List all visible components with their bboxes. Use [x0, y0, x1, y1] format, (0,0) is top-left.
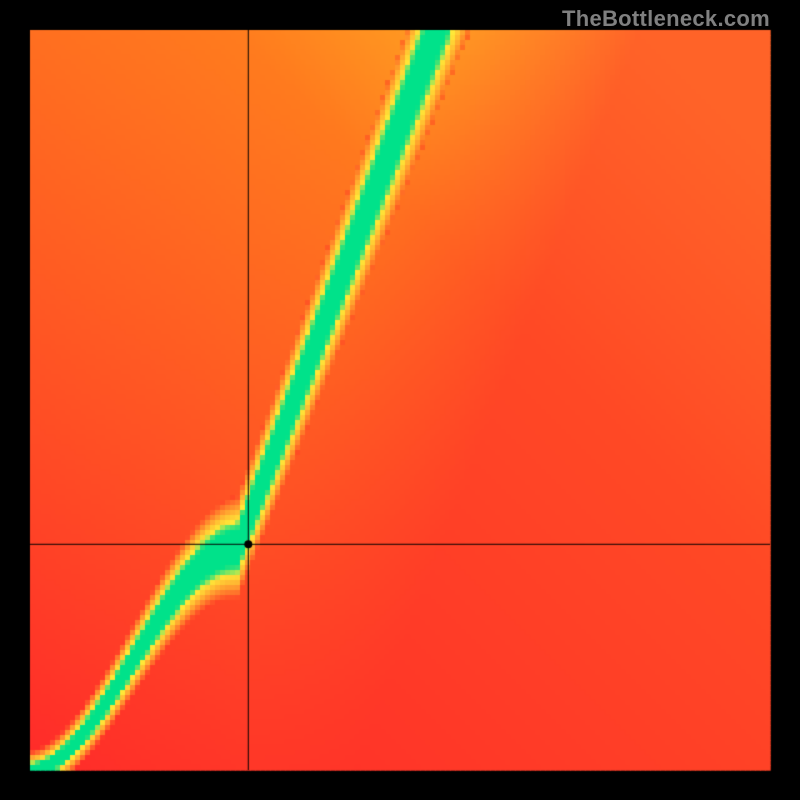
watermark-text: TheBottleneck.com	[562, 6, 770, 32]
bottleneck-heatmap	[0, 0, 800, 800]
